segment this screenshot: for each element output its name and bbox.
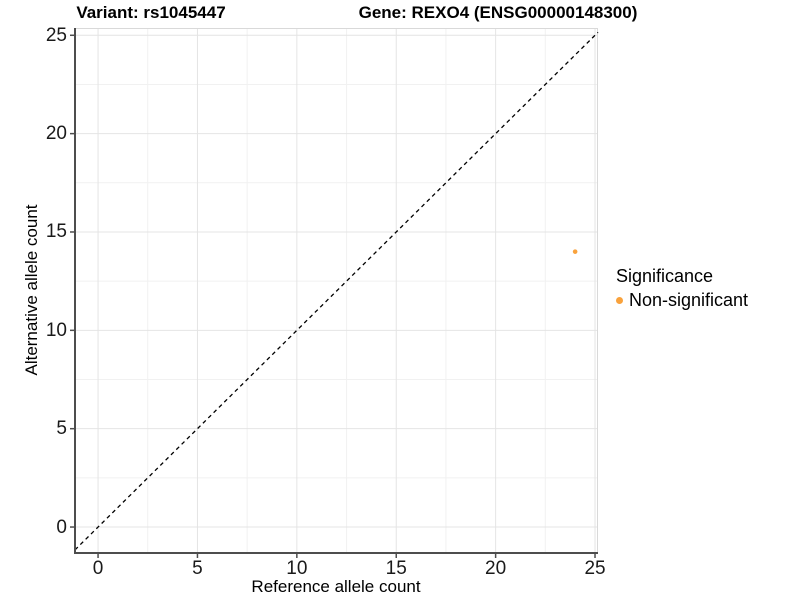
x-tick-label: 25	[584, 558, 606, 579]
y-tick-label: 25	[45, 24, 67, 46]
plot-title-variant: Variant: rs1045447	[76, 3, 226, 22]
data-point	[572, 249, 578, 254]
legend-item-label: Non-significant	[629, 290, 749, 310]
legend-item: Non-significant	[616, 290, 748, 311]
x-axis-title: Reference allele count	[251, 577, 421, 596]
y-tick-label: 0	[56, 516, 67, 538]
legend: Significance Non-significant	[616, 266, 748, 311]
x-tick-label: 15	[385, 558, 407, 579]
x-tick-label: 0	[92, 558, 104, 579]
legend-title: Significance	[616, 266, 714, 286]
y-tick-label: 20	[45, 123, 67, 145]
y-axis-title: Alternative allele count	[22, 204, 41, 376]
legend-items: Non-significant	[616, 290, 748, 311]
y-tick-label: 5	[56, 418, 67, 440]
y-tick-label: 10	[45, 319, 67, 341]
identity-dashed-line	[74, 31, 599, 551]
x-tick-label: 5	[192, 558, 203, 579]
plot-title-gene: Gene: REXO4 (ENSG00000148300)	[358, 3, 638, 22]
x-tick-label: 10	[286, 558, 308, 579]
y-tick-label: 15	[45, 221, 67, 243]
x-tick-label: 20	[485, 558, 507, 579]
dot-icon	[616, 297, 623, 304]
